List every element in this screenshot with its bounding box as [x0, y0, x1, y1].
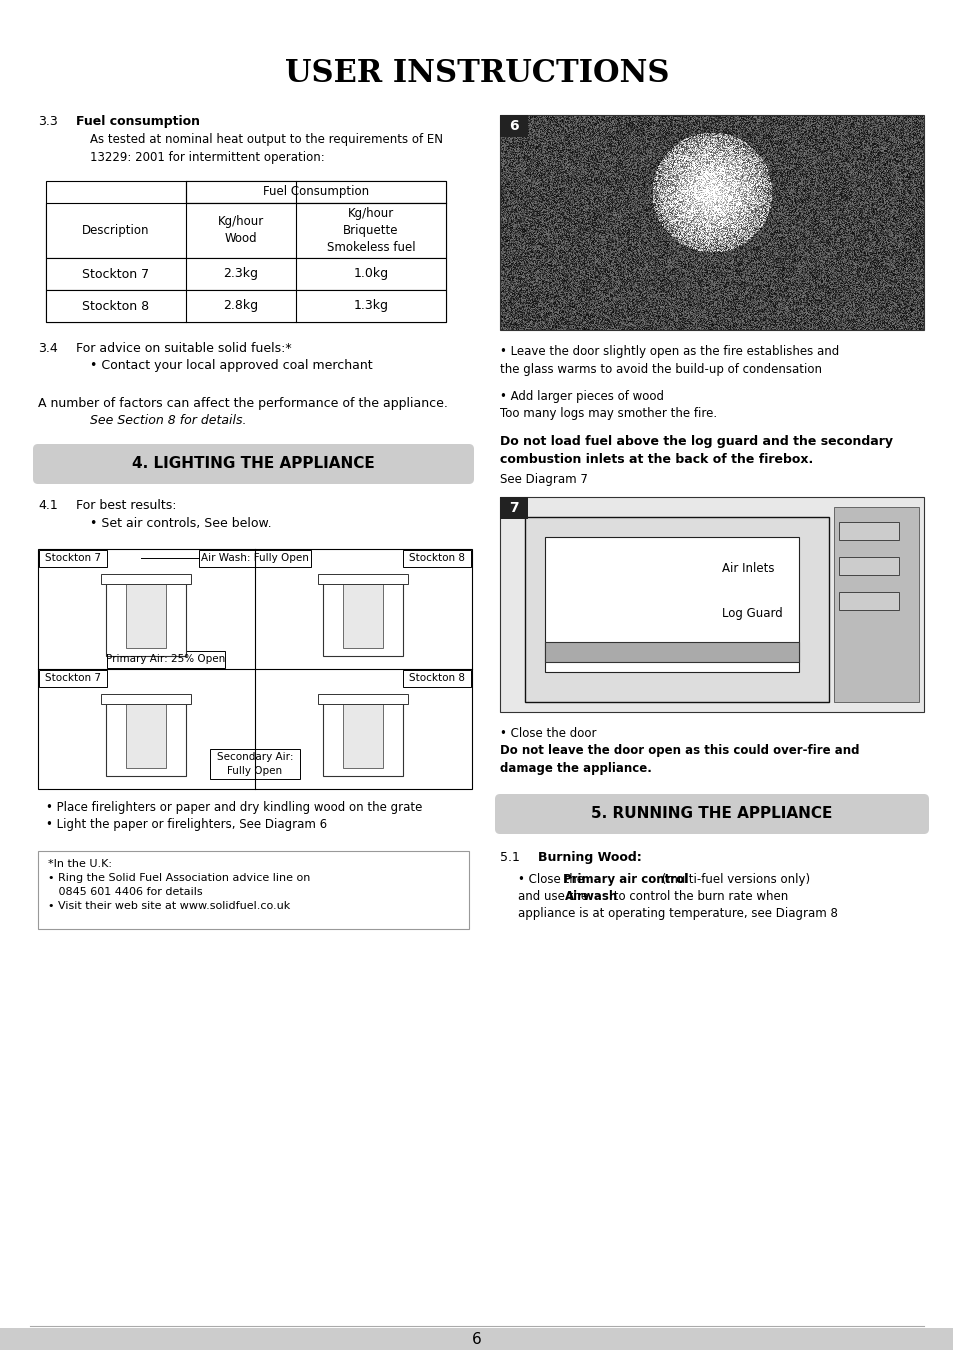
Bar	[0, 1328, 953, 1350]
Text: 7: 7	[509, 501, 518, 514]
Text: 0845 601 4406 for details: 0845 601 4406 for details	[48, 887, 202, 896]
Bar	[838, 522, 898, 540]
Bar	[323, 575, 402, 656]
Bar	[323, 695, 402, 775]
Bar	[39, 670, 107, 687]
Text: Log Guard: Log Guard	[721, 608, 781, 620]
Bar	[544, 537, 799, 672]
Text: Primary air control: Primary air control	[562, 873, 687, 886]
Text: • Set air controls, See below.: • Set air controls, See below.	[90, 517, 272, 531]
Bar	[46, 290, 446, 323]
Text: Do not load fuel above the log guard and the secondary
combustion inlets at the : Do not load fuel above the log guard and…	[499, 435, 892, 466]
Bar	[38, 850, 469, 929]
Bar	[126, 582, 166, 648]
Text: Kg/hour
Wood: Kg/hour Wood	[217, 216, 264, 246]
Bar	[46, 202, 446, 258]
Text: 6: 6	[509, 119, 518, 134]
Text: Kg/hour
Briquette
Smokeless fuel: Kg/hour Briquette Smokeless fuel	[326, 207, 415, 254]
Text: Air Inlets: Air Inlets	[721, 562, 774, 575]
Text: .: .	[191, 115, 194, 128]
Text: USER INSTRUCTIONS: USER INSTRUCTIONS	[284, 58, 669, 89]
Text: • Close the door: • Close the door	[499, 728, 596, 740]
Text: 3.4: 3.4	[38, 342, 58, 355]
Text: Stockton 8: Stockton 8	[82, 300, 150, 312]
Bar	[106, 695, 186, 775]
Bar	[343, 702, 382, 768]
Text: Fuel Consumption: Fuel Consumption	[263, 185, 369, 198]
Bar	[210, 749, 299, 779]
Bar	[101, 574, 191, 583]
Text: A number of factors can affect the performance of the appliance.: A number of factors can affect the perfo…	[38, 397, 447, 410]
Bar	[838, 558, 898, 575]
Text: • Add larger pieces of wood: • Add larger pieces of wood	[499, 390, 663, 404]
Text: • Light the paper or firelighters, See Diagram 6: • Light the paper or firelighters, See D…	[46, 818, 327, 832]
Bar	[46, 181, 446, 323]
Bar	[499, 497, 923, 711]
Text: Do not leave the door open as this could over-fire and
damage the appliance.: Do not leave the door open as this could…	[499, 744, 859, 775]
Text: See Diagram 7: See Diagram 7	[499, 472, 587, 486]
Text: As tested at nominal heat output to the requirements of EN
13229: 2001 for inter: As tested at nominal heat output to the …	[90, 134, 442, 163]
Bar	[402, 670, 471, 687]
Text: (multi-fuel versions only): (multi-fuel versions only)	[658, 873, 809, 886]
Bar	[317, 574, 408, 583]
Text: Airwash: Airwash	[564, 890, 618, 903]
FancyBboxPatch shape	[495, 794, 928, 834]
Text: 4.1: 4.1	[38, 500, 58, 512]
Text: 6: 6	[472, 1331, 481, 1346]
Text: 3.3: 3.3	[38, 115, 58, 128]
Text: Burning Wood:: Burning Wood:	[537, 850, 641, 864]
Text: 1.0kg: 1.0kg	[353, 267, 388, 281]
Text: 5. RUNNING THE APPLIANCE: 5. RUNNING THE APPLIANCE	[591, 806, 832, 822]
Text: Stockton 7: Stockton 7	[45, 674, 101, 683]
Text: Air Wash: Fully Open: Air Wash: Fully Open	[201, 554, 309, 563]
Text: • Leave the door slightly open as the fire establishes and
the glass warms to av: • Leave the door slightly open as the fi…	[499, 346, 839, 377]
Text: For best results:: For best results:	[76, 500, 176, 512]
Text: *In the U.K:: *In the U.K:	[48, 859, 112, 869]
Text: Primary Air: 25% Open: Primary Air: 25% Open	[107, 653, 226, 664]
Text: Secondary Air:
Fully Open: Secondary Air: Fully Open	[216, 752, 293, 776]
Bar	[524, 517, 828, 702]
Bar	[838, 593, 898, 610]
Bar	[833, 508, 918, 702]
Text: Description: Description	[82, 224, 150, 238]
Bar	[106, 575, 186, 656]
Text: • Place firelighters or paper and dry kindling wood on the grate: • Place firelighters or paper and dry ki…	[46, 801, 422, 814]
Text: • Close the: • Close the	[517, 873, 587, 886]
Text: Stockton 7: Stockton 7	[82, 267, 150, 281]
Bar	[101, 694, 191, 703]
Text: 1.3kg: 1.3kg	[354, 300, 388, 312]
Text: Stockton 7: Stockton 7	[45, 554, 101, 563]
Bar	[402, 549, 471, 567]
Text: 4. LIGHTING THE APPLIANCE: 4. LIGHTING THE APPLIANCE	[132, 456, 375, 471]
Text: Stockton 8: Stockton 8	[409, 674, 464, 683]
Bar	[38, 549, 472, 788]
Bar	[499, 115, 527, 136]
Text: • Ring the Solid Fuel Association advice line on: • Ring the Solid Fuel Association advice…	[48, 873, 310, 883]
Bar	[544, 643, 799, 662]
Text: appliance is at operating temperature, see Diagram 8: appliance is at operating temperature, s…	[517, 907, 837, 919]
Bar	[499, 115, 923, 329]
Bar	[126, 702, 166, 768]
Text: See Section 8 for details.: See Section 8 for details.	[90, 414, 246, 427]
Text: 2.8kg: 2.8kg	[223, 300, 258, 312]
Bar	[46, 258, 446, 290]
Bar	[199, 549, 311, 567]
Text: For advice on suitable solid fuels:*: For advice on suitable solid fuels:*	[76, 342, 292, 355]
Text: Fuel consumption: Fuel consumption	[76, 115, 200, 128]
Text: • Visit their web site at www.solidfuel.co.uk: • Visit their web site at www.solidfuel.…	[48, 900, 290, 911]
Bar	[186, 181, 446, 202]
Bar	[343, 582, 382, 648]
Text: 5.1: 5.1	[499, 850, 519, 864]
FancyBboxPatch shape	[33, 444, 474, 485]
Bar	[39, 549, 107, 567]
Text: 2.3kg: 2.3kg	[223, 267, 258, 281]
Text: Stockton 8: Stockton 8	[409, 554, 464, 563]
Text: and use the: and use the	[517, 890, 591, 903]
Bar	[499, 497, 527, 518]
Bar	[107, 651, 225, 668]
Bar	[317, 694, 408, 703]
Text: to control the burn rate when: to control the burn rate when	[609, 890, 787, 903]
Text: Too many logs may smother the fire.: Too many logs may smother the fire.	[499, 406, 717, 420]
Text: • Contact your local approved coal merchant: • Contact your local approved coal merch…	[90, 359, 373, 373]
